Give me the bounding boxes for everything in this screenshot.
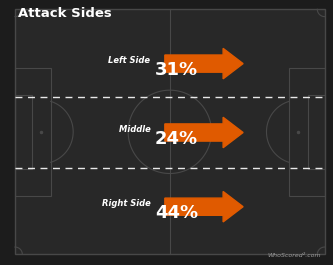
Text: 31%: 31% xyxy=(155,61,198,79)
FancyArrow shape xyxy=(165,48,243,79)
Bar xyxy=(289,68,325,196)
Text: Middle: Middle xyxy=(119,125,153,134)
Text: Left Side: Left Side xyxy=(108,56,153,65)
Bar xyxy=(15,68,51,196)
FancyArrow shape xyxy=(165,191,243,222)
Bar xyxy=(15,95,32,169)
Text: 24%: 24% xyxy=(155,130,198,148)
Bar xyxy=(308,95,325,169)
Text: 44%: 44% xyxy=(155,204,198,222)
Text: WhoScored².com: WhoScored².com xyxy=(268,253,321,258)
FancyArrow shape xyxy=(165,117,243,148)
Text: Right Side: Right Side xyxy=(102,199,153,208)
Text: Attack Sides: Attack Sides xyxy=(18,7,112,20)
